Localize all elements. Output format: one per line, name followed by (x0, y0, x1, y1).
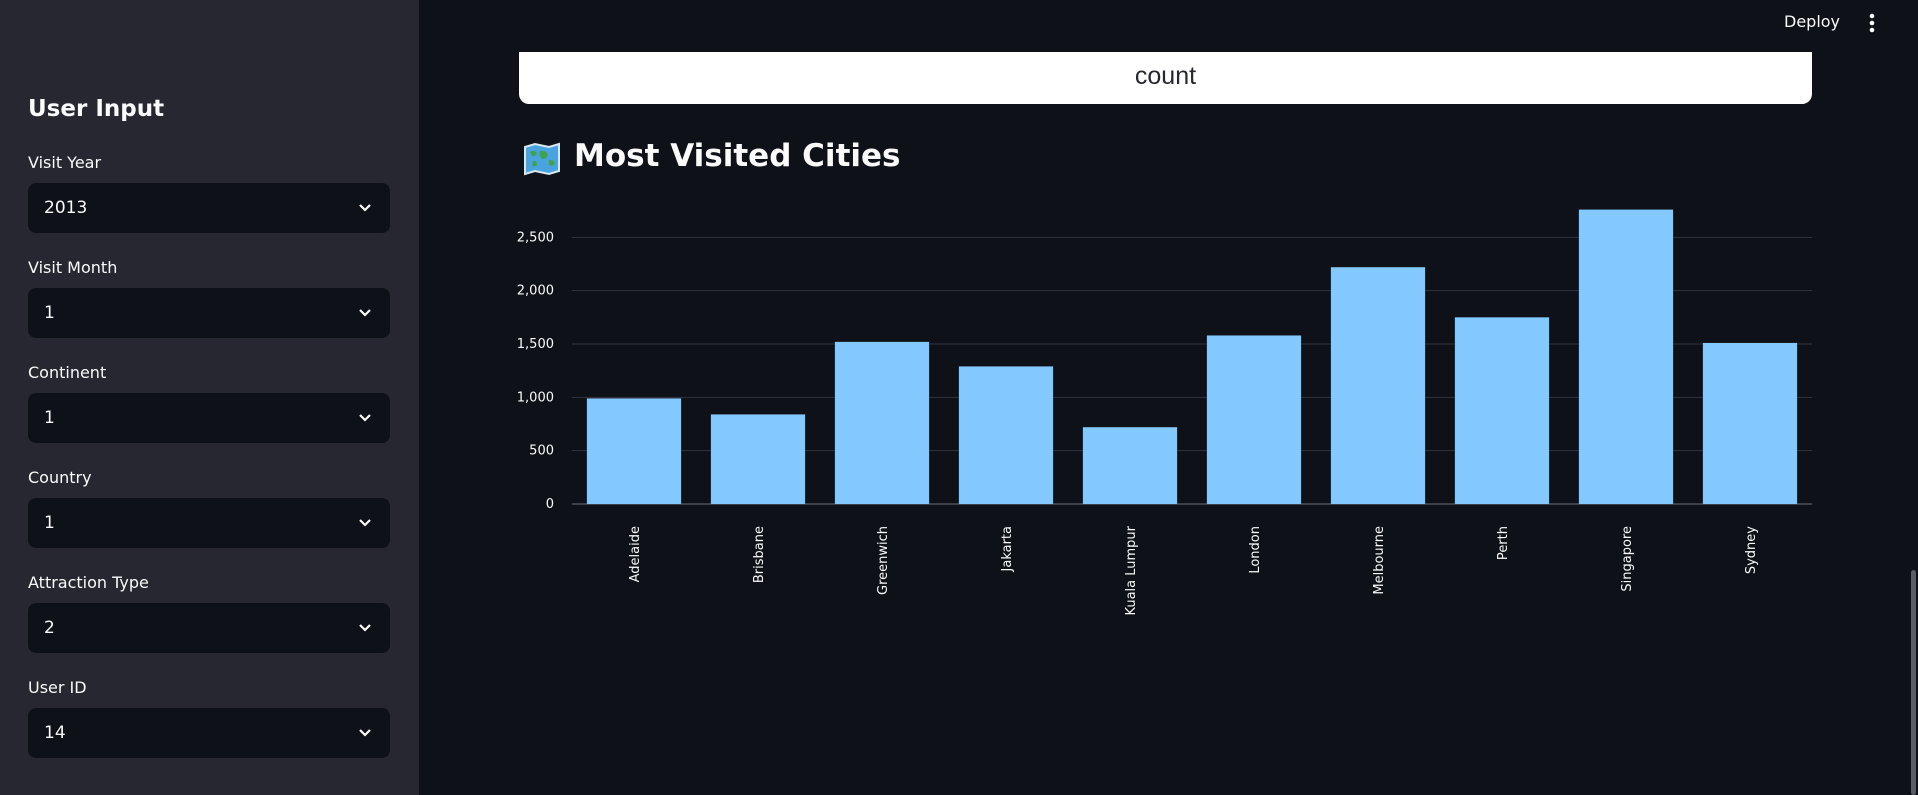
attraction-type-label: Attraction Type (28, 573, 149, 592)
y-tick-label: 500 (529, 444, 554, 459)
bar-london (1206, 335, 1302, 504)
y-tick-label: 2,500 (517, 230, 554, 245)
continent-label: Continent (28, 363, 107, 382)
user-id-label: User ID (28, 678, 87, 697)
x-tick-label: Adelaide (628, 526, 643, 582)
x-tick-label: Melbourne (1372, 526, 1387, 595)
x-tick-label: London (1248, 526, 1263, 574)
bar-kuala-lumpur (1082, 427, 1178, 504)
count-card: count (519, 52, 1812, 104)
y-tick-label: 1,000 (517, 390, 554, 405)
chevron-down-icon (359, 204, 371, 212)
bar-sydney (1702, 342, 1798, 504)
bar-greenwich (834, 341, 930, 504)
continent-select[interactable]: 1 (28, 393, 390, 443)
user-id-value: 14 (44, 723, 66, 743)
bar-melbourne (1330, 267, 1426, 504)
vertical-ellipsis-icon[interactable] (1862, 11, 1882, 35)
x-tick-label: Singapore (1620, 526, 1635, 592)
visit-month-label: Visit Month (28, 258, 118, 277)
visit-month-value: 1 (44, 303, 55, 323)
visit-year-select[interactable]: 2013 (28, 183, 390, 233)
visit-year-label: Visit Year (28, 153, 102, 172)
chevron-down-icon (359, 414, 371, 422)
count-label: count (1134, 62, 1197, 90)
x-tick-label: Sydney (1744, 526, 1759, 574)
sidebar: User Input Visit Year 2013 Visit Month 1… (0, 0, 419, 795)
continent-value: 1 (44, 408, 55, 428)
visit-month-select[interactable]: 1 (28, 288, 390, 338)
chevron-down-icon (359, 519, 371, 527)
scrollbar-thumb[interactable] (1911, 570, 1916, 795)
visit-year-value: 2013 (44, 198, 88, 218)
world-map-icon (524, 142, 560, 176)
y-tick-label: 0 (546, 497, 554, 512)
y-tick-label: 1,500 (517, 337, 554, 352)
x-tick-label: Jakarta (1000, 526, 1015, 572)
user-id-select[interactable]: 14 (28, 708, 390, 758)
x-tick-label: Brisbane (752, 526, 767, 583)
x-tick-label: Greenwich (876, 526, 891, 595)
attraction-type-select[interactable]: 2 (28, 603, 390, 653)
bar-brisbane (710, 414, 806, 504)
chevron-down-icon (359, 309, 371, 317)
section-title: Most Visited Cities (574, 138, 901, 174)
x-tick-label: Perth (1496, 526, 1511, 560)
bar-adelaide (586, 398, 682, 504)
bar-jakarta (958, 366, 1054, 504)
chevron-down-icon (359, 624, 371, 632)
most-visited-cities-chart: 0 500 1,000 1,500 2,000 2,500 Adelaide Brisbane… (517, 209, 1812, 616)
country-label: Country (28, 468, 92, 487)
attraction-type-value: 2 (44, 618, 55, 638)
sidebar-title: User Input (28, 96, 165, 122)
bar-perth (1454, 317, 1550, 504)
country-select[interactable]: 1 (28, 498, 390, 548)
deploy-button[interactable]: Deploy (1784, 12, 1841, 31)
x-tick-label: Kuala Lumpur (1124, 525, 1139, 615)
country-value: 1 (44, 513, 55, 533)
y-tick-label: 2,000 (517, 284, 554, 299)
chevron-down-icon (359, 729, 371, 737)
bar-singapore (1578, 209, 1674, 504)
